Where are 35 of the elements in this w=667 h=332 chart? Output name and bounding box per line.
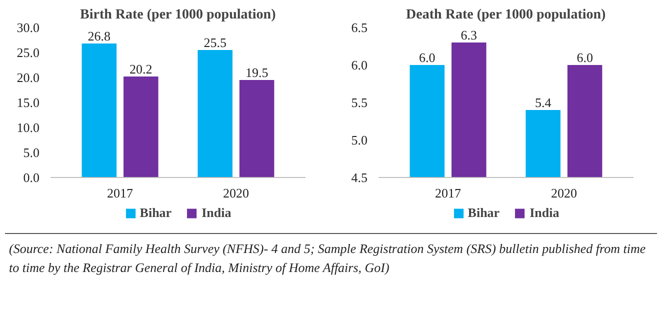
x-tick-label: 2020 [222,186,249,200]
data-label: 6.0 [419,50,436,65]
y-tick-label: 5.0 [351,132,368,148]
chart-title: Birth Rate (per 1000 population) [80,8,276,22]
bar [124,76,158,178]
text: (Source: National Family Health Survey (NFHS)- 4 and 5; Sample Registration System (SRS) bulletin published from time to time by the Registrar General of India, Ministry of Home Affairs, GoI) [9,240,647,277]
bar [198,50,232,178]
data-label: 6.3 [460,28,478,42]
y-tick-label: 6.5 [351,20,368,35]
data-label: 6.0 [576,50,593,65]
legend-label: Bihar [468,205,500,221]
legend-label: India [530,205,560,221]
bar [239,80,274,178]
x-tick-label: 2017 [435,186,462,200]
y-tick-label: 0.0 [23,170,40,185]
legend-label: India [202,205,232,221]
y-tick-label: 30.0 [16,20,40,35]
chart-title: Death Rate (per 1000 population) [406,8,606,22]
x-tick-label: 2017 [107,186,134,200]
y-tick-label: 6.0 [351,58,368,72]
y-tick-label: 4.5 [351,170,368,185]
data-label: 20.2 [130,62,152,76]
data-label: 25.5 [204,35,226,50]
y-tick-label: 5.0 [23,145,40,160]
legend-label: Bihar [140,205,172,221]
data-label: 5.4 [534,95,552,110]
data-label: 26.8 [88,28,111,44]
y-tick-label: 5.5 [351,95,368,110]
y-tick-label: 20.0 [16,70,40,85]
bar [82,44,117,178]
x-tick-label: 2020 [550,186,577,200]
y-tick-label: 10.0 [16,120,40,135]
y-tick-label: 15.0 [16,95,40,110]
data-label: 19.5 [245,65,268,80]
y-tick-label: 25.0 [16,45,40,60]
